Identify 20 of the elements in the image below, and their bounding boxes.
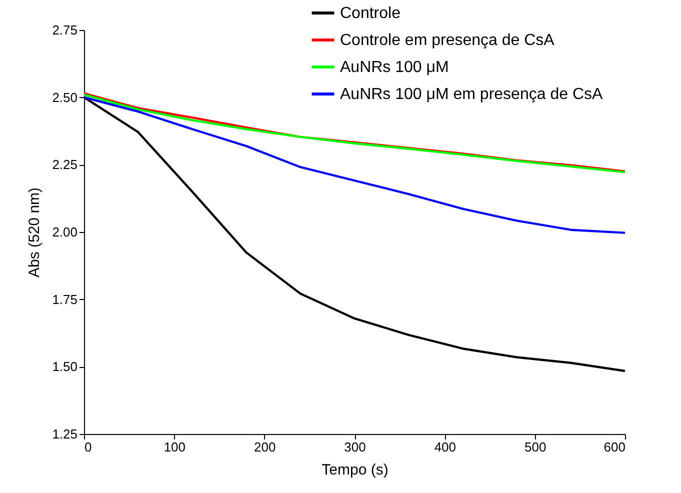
x-tick-label: 0 xyxy=(84,440,92,454)
y-tick-label: 2.75 xyxy=(52,22,78,38)
x-tick-label: 500 xyxy=(524,440,546,454)
x-tick-label: 100 xyxy=(164,440,186,454)
y-tick-label: 2.25 xyxy=(52,157,78,172)
y-tick-label: 2.50 xyxy=(52,90,78,105)
x-tick-label: 200 xyxy=(254,440,276,454)
y-tick-label: 2.00 xyxy=(52,224,78,240)
legend-label: AuNRs 100 μM xyxy=(340,59,449,76)
y-axis-title: Abs (520 nm) xyxy=(26,187,44,278)
legend-label: AuNRs 100 μM em presença de CsA xyxy=(340,86,603,103)
y-tick-label: 1.75 xyxy=(52,292,78,307)
legend-label: Controle xyxy=(340,5,401,22)
x-axis-title: Tempo (s) xyxy=(322,462,388,478)
y-tick-label: 1.50 xyxy=(52,359,78,374)
x-tick-label: 300 xyxy=(344,440,366,454)
x-tick-label: 400 xyxy=(434,440,456,454)
y-tick-label: 1.25 xyxy=(52,426,78,442)
legend-label: Controle em presença de CsA xyxy=(340,32,555,49)
x-tick-label: 600 xyxy=(604,440,626,454)
